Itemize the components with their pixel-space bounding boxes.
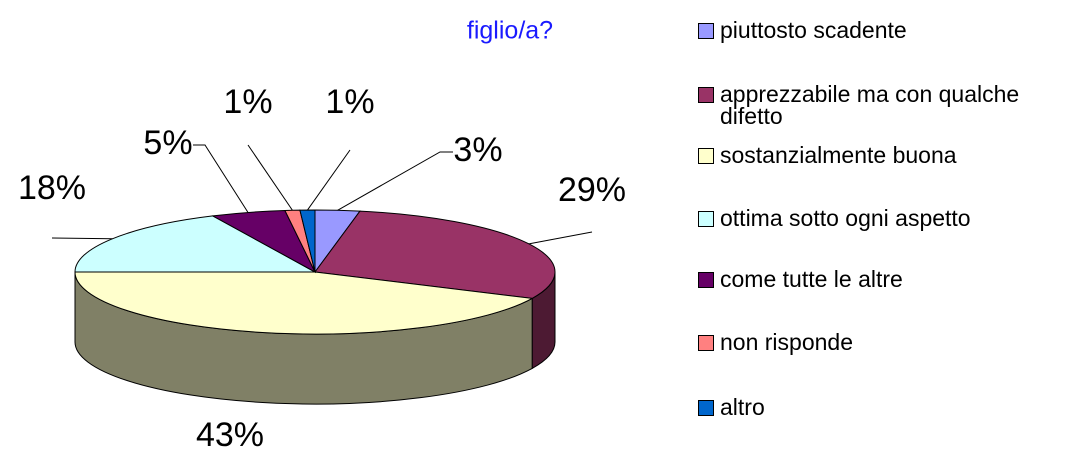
data-label: 18% [18, 169, 86, 207]
legend-item: come tutte le altre [698, 266, 1058, 292]
legend-swatch [698, 335, 714, 351]
pie-slice [74, 215, 316, 273]
data-label: 29% [558, 171, 626, 209]
data-label: 5% [143, 124, 192, 162]
legend-item: non risponde [698, 329, 1058, 355]
legend-label: come tutte le altre [720, 266, 903, 292]
legend-label: piuttosto scadente [720, 17, 907, 43]
data-label: 3% [453, 131, 502, 169]
legend-swatch [698, 87, 714, 103]
legend-item: ottima sotto ogni aspetto [698, 205, 1058, 231]
leader-line [247, 144, 293, 211]
legend-swatch [698, 23, 714, 39]
legend-label: altro [720, 394, 765, 420]
leader-line [337, 151, 453, 211]
legend-swatch [698, 148, 714, 164]
data-label: 43% [196, 416, 264, 454]
legend-label: non risponde [720, 329, 853, 355]
legend-label: ottima sotto ogni aspetto [720, 205, 971, 231]
legend-label: sostanzialmente buona [720, 142, 957, 168]
legend-item: sostanzialmente buona [698, 142, 1058, 168]
pie-slice [74, 271, 534, 335]
legend-swatch [698, 272, 714, 288]
legend-swatch [698, 400, 714, 416]
data-label: 1% [223, 83, 272, 121]
legend-label: apprezzabile ma con qualche difetto [720, 81, 1020, 129]
leader-line [193, 144, 249, 213]
legend-swatch [698, 211, 714, 227]
leader-line [528, 231, 593, 245]
leader-line [51, 237, 113, 240]
chart-title: figlio/a? [467, 17, 553, 45]
data-label: 1% [325, 83, 374, 121]
legend-item: altro [698, 394, 1058, 420]
legend-item: apprezzabile ma con qualche difetto [698, 81, 1058, 129]
leader-line [307, 149, 351, 211]
legend-item: piuttosto scadente [698, 17, 1058, 43]
